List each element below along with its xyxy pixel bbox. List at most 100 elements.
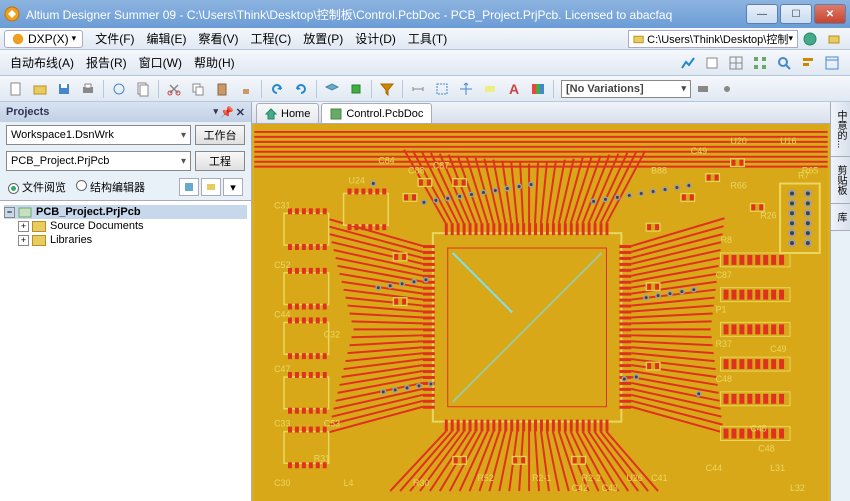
tool-opts-icon[interactable] bbox=[716, 78, 738, 100]
radio-structure-editor[interactable]: 结构编辑器 bbox=[76, 179, 145, 195]
svg-text:C52: C52 bbox=[274, 260, 290, 270]
tool-open-icon[interactable] bbox=[29, 78, 51, 100]
tool-run-icon[interactable] bbox=[692, 78, 714, 100]
tool-preview-icon[interactable] bbox=[108, 78, 130, 100]
menu-design[interactable]: 设计(D) bbox=[349, 28, 402, 49]
tool-paste-icon[interactable] bbox=[211, 78, 233, 100]
tool-layer-icon[interactable] bbox=[321, 78, 343, 100]
tool-align-icon[interactable] bbox=[797, 52, 819, 74]
svg-text:R30: R30 bbox=[413, 478, 429, 488]
svg-text:R8: R8 bbox=[721, 235, 732, 245]
toolbar-2: A [No Variations]▾ bbox=[0, 76, 850, 102]
panel-dropdown-icon[interactable]: ▾ bbox=[214, 106, 219, 119]
tool-zoom-icon[interactable] bbox=[773, 52, 795, 74]
menu-view[interactable]: 察看(V) bbox=[193, 28, 245, 49]
variations-combo[interactable]: [No Variations]▾ bbox=[561, 80, 691, 98]
menu-help[interactable]: 帮助(H) bbox=[188, 52, 241, 73]
menu-autoroute[interactable]: 自动布线(A) bbox=[4, 52, 80, 73]
project-button[interactable]: 工程 bbox=[195, 151, 245, 171]
maximize-button[interactable]: ☐ bbox=[780, 4, 812, 24]
menu-file[interactable]: 文件(F) bbox=[89, 28, 140, 49]
tree-source-docs[interactable]: + Source Documents bbox=[4, 219, 247, 233]
dxp-menu[interactable]: DXP(X)▾ bbox=[4, 30, 83, 48]
tool-printdoc-icon[interactable] bbox=[77, 78, 99, 100]
document-tabs: Home Control.PcbDoc bbox=[252, 102, 830, 124]
minimize-button[interactable]: — bbox=[746, 4, 778, 24]
svg-text:C45: C45 bbox=[750, 424, 766, 434]
panel-pin-icon[interactable]: 📌 bbox=[220, 106, 234, 119]
tool-filter-icon[interactable] bbox=[376, 78, 398, 100]
svg-text:R7: R7 bbox=[798, 171, 809, 181]
svg-text:C87: C87 bbox=[433, 161, 449, 171]
svg-text:C48: C48 bbox=[716, 374, 732, 384]
tool-new-icon[interactable] bbox=[5, 78, 27, 100]
svg-text:R37: R37 bbox=[716, 339, 732, 349]
svg-text:R31: R31 bbox=[314, 453, 330, 463]
svg-text:C49: C49 bbox=[691, 146, 707, 156]
tool-cut-icon[interactable] bbox=[163, 78, 185, 100]
svg-text:U26: U26 bbox=[626, 473, 642, 483]
svg-text:L32: L32 bbox=[790, 483, 805, 493]
tool-grid1-icon[interactable] bbox=[725, 52, 747, 74]
tree-root[interactable]: − PCB_Project.PrjPcb bbox=[4, 205, 247, 219]
tool-comp-icon[interactable] bbox=[345, 78, 367, 100]
svg-text:C31: C31 bbox=[274, 200, 290, 210]
svg-text:R2-1: R2-1 bbox=[532, 473, 551, 483]
tree-libraries[interactable]: + Libraries bbox=[4, 233, 247, 247]
pcb-canvas[interactable]: C84C88C87U24C31C52C44C32C47C33C53R31C30L… bbox=[252, 124, 830, 501]
menu-edit[interactable]: 编辑(E) bbox=[141, 28, 193, 49]
svg-text:U20: U20 bbox=[730, 136, 746, 146]
tool-copy-icon[interactable] bbox=[187, 78, 209, 100]
tool-save-icon[interactable] bbox=[53, 78, 75, 100]
tool-move-icon[interactable] bbox=[455, 78, 477, 100]
workspace-combo[interactable]: Workspace1.DsnWrk bbox=[6, 125, 191, 145]
project-combo[interactable]: PCB_Project.PrjPcb bbox=[6, 151, 191, 171]
workspace-button[interactable]: 工作台 bbox=[195, 125, 245, 145]
tool-grid2-icon[interactable] bbox=[749, 52, 771, 74]
svg-text:C49: C49 bbox=[770, 344, 786, 354]
tool-window-icon[interactable] bbox=[821, 52, 843, 74]
svg-text:C43: C43 bbox=[602, 483, 618, 493]
addr-go-button[interactable] bbox=[799, 28, 821, 50]
svg-text:L4: L4 bbox=[344, 478, 354, 488]
panel-mini-2-icon[interactable] bbox=[201, 178, 221, 196]
side-tab-favorites[interactable]: 中意的... bbox=[831, 102, 850, 157]
tool-dim-icon[interactable] bbox=[407, 78, 429, 100]
panel-mini-1-icon[interactable] bbox=[179, 178, 199, 196]
tool-stamp-icon[interactable] bbox=[235, 78, 257, 100]
svg-text:C84: C84 bbox=[378, 156, 394, 166]
svg-text:C87: C87 bbox=[716, 270, 732, 280]
tab-home[interactable]: Home bbox=[256, 103, 319, 123]
tool-layers2-icon[interactable] bbox=[527, 78, 549, 100]
pcb-doc-icon bbox=[330, 108, 342, 120]
svg-text:U24: U24 bbox=[349, 176, 365, 186]
svg-text:C42: C42 bbox=[572, 483, 588, 493]
side-tab-library[interactable]: 库 bbox=[831, 204, 850, 231]
tool-chart-icon[interactable] bbox=[677, 52, 699, 74]
address-combo[interactable]: C:\Users\Think\Desktop\控制板 ▾ bbox=[628, 30, 798, 48]
tool-text-icon[interactable]: A bbox=[503, 78, 525, 100]
panel-close-icon[interactable]: ✕ bbox=[236, 106, 245, 119]
panel-mini-3-icon[interactable]: ▾ bbox=[223, 178, 243, 196]
svg-text:L31: L31 bbox=[770, 463, 785, 473]
close-button[interactable]: ✕ bbox=[814, 4, 846, 24]
tab-document[interactable]: Control.PcbDoc bbox=[321, 103, 432, 123]
menu-window[interactable]: 窗口(W) bbox=[133, 52, 188, 73]
side-tab-clipboard[interactable]: 剪贴板 bbox=[831, 157, 850, 204]
window-title: Altium Designer Summer 09 - C:\Users\Thi… bbox=[26, 6, 672, 23]
tool-redo-icon[interactable] bbox=[290, 78, 312, 100]
svg-text:C48: C48 bbox=[758, 443, 774, 453]
menu-tools[interactable]: 工具(T) bbox=[402, 28, 453, 49]
tool-sheet-icon[interactable] bbox=[132, 78, 154, 100]
menu-place[interactable]: 放置(P) bbox=[297, 28, 349, 49]
addr-up-button[interactable] bbox=[823, 28, 845, 50]
radio-file-view[interactable]: 文件阅览 bbox=[8, 179, 66, 195]
menu-project[interactable]: 工程(C) bbox=[245, 28, 298, 49]
menu-report[interactable]: 报告(R) bbox=[80, 52, 133, 73]
svg-text:C53: C53 bbox=[324, 419, 340, 429]
tool-highlight-icon[interactable] bbox=[479, 78, 501, 100]
svg-text:R52: R52 bbox=[478, 473, 494, 483]
tool-select-icon[interactable] bbox=[431, 78, 453, 100]
tool-undo-icon[interactable] bbox=[266, 78, 288, 100]
tool-print-icon[interactable] bbox=[701, 52, 723, 74]
